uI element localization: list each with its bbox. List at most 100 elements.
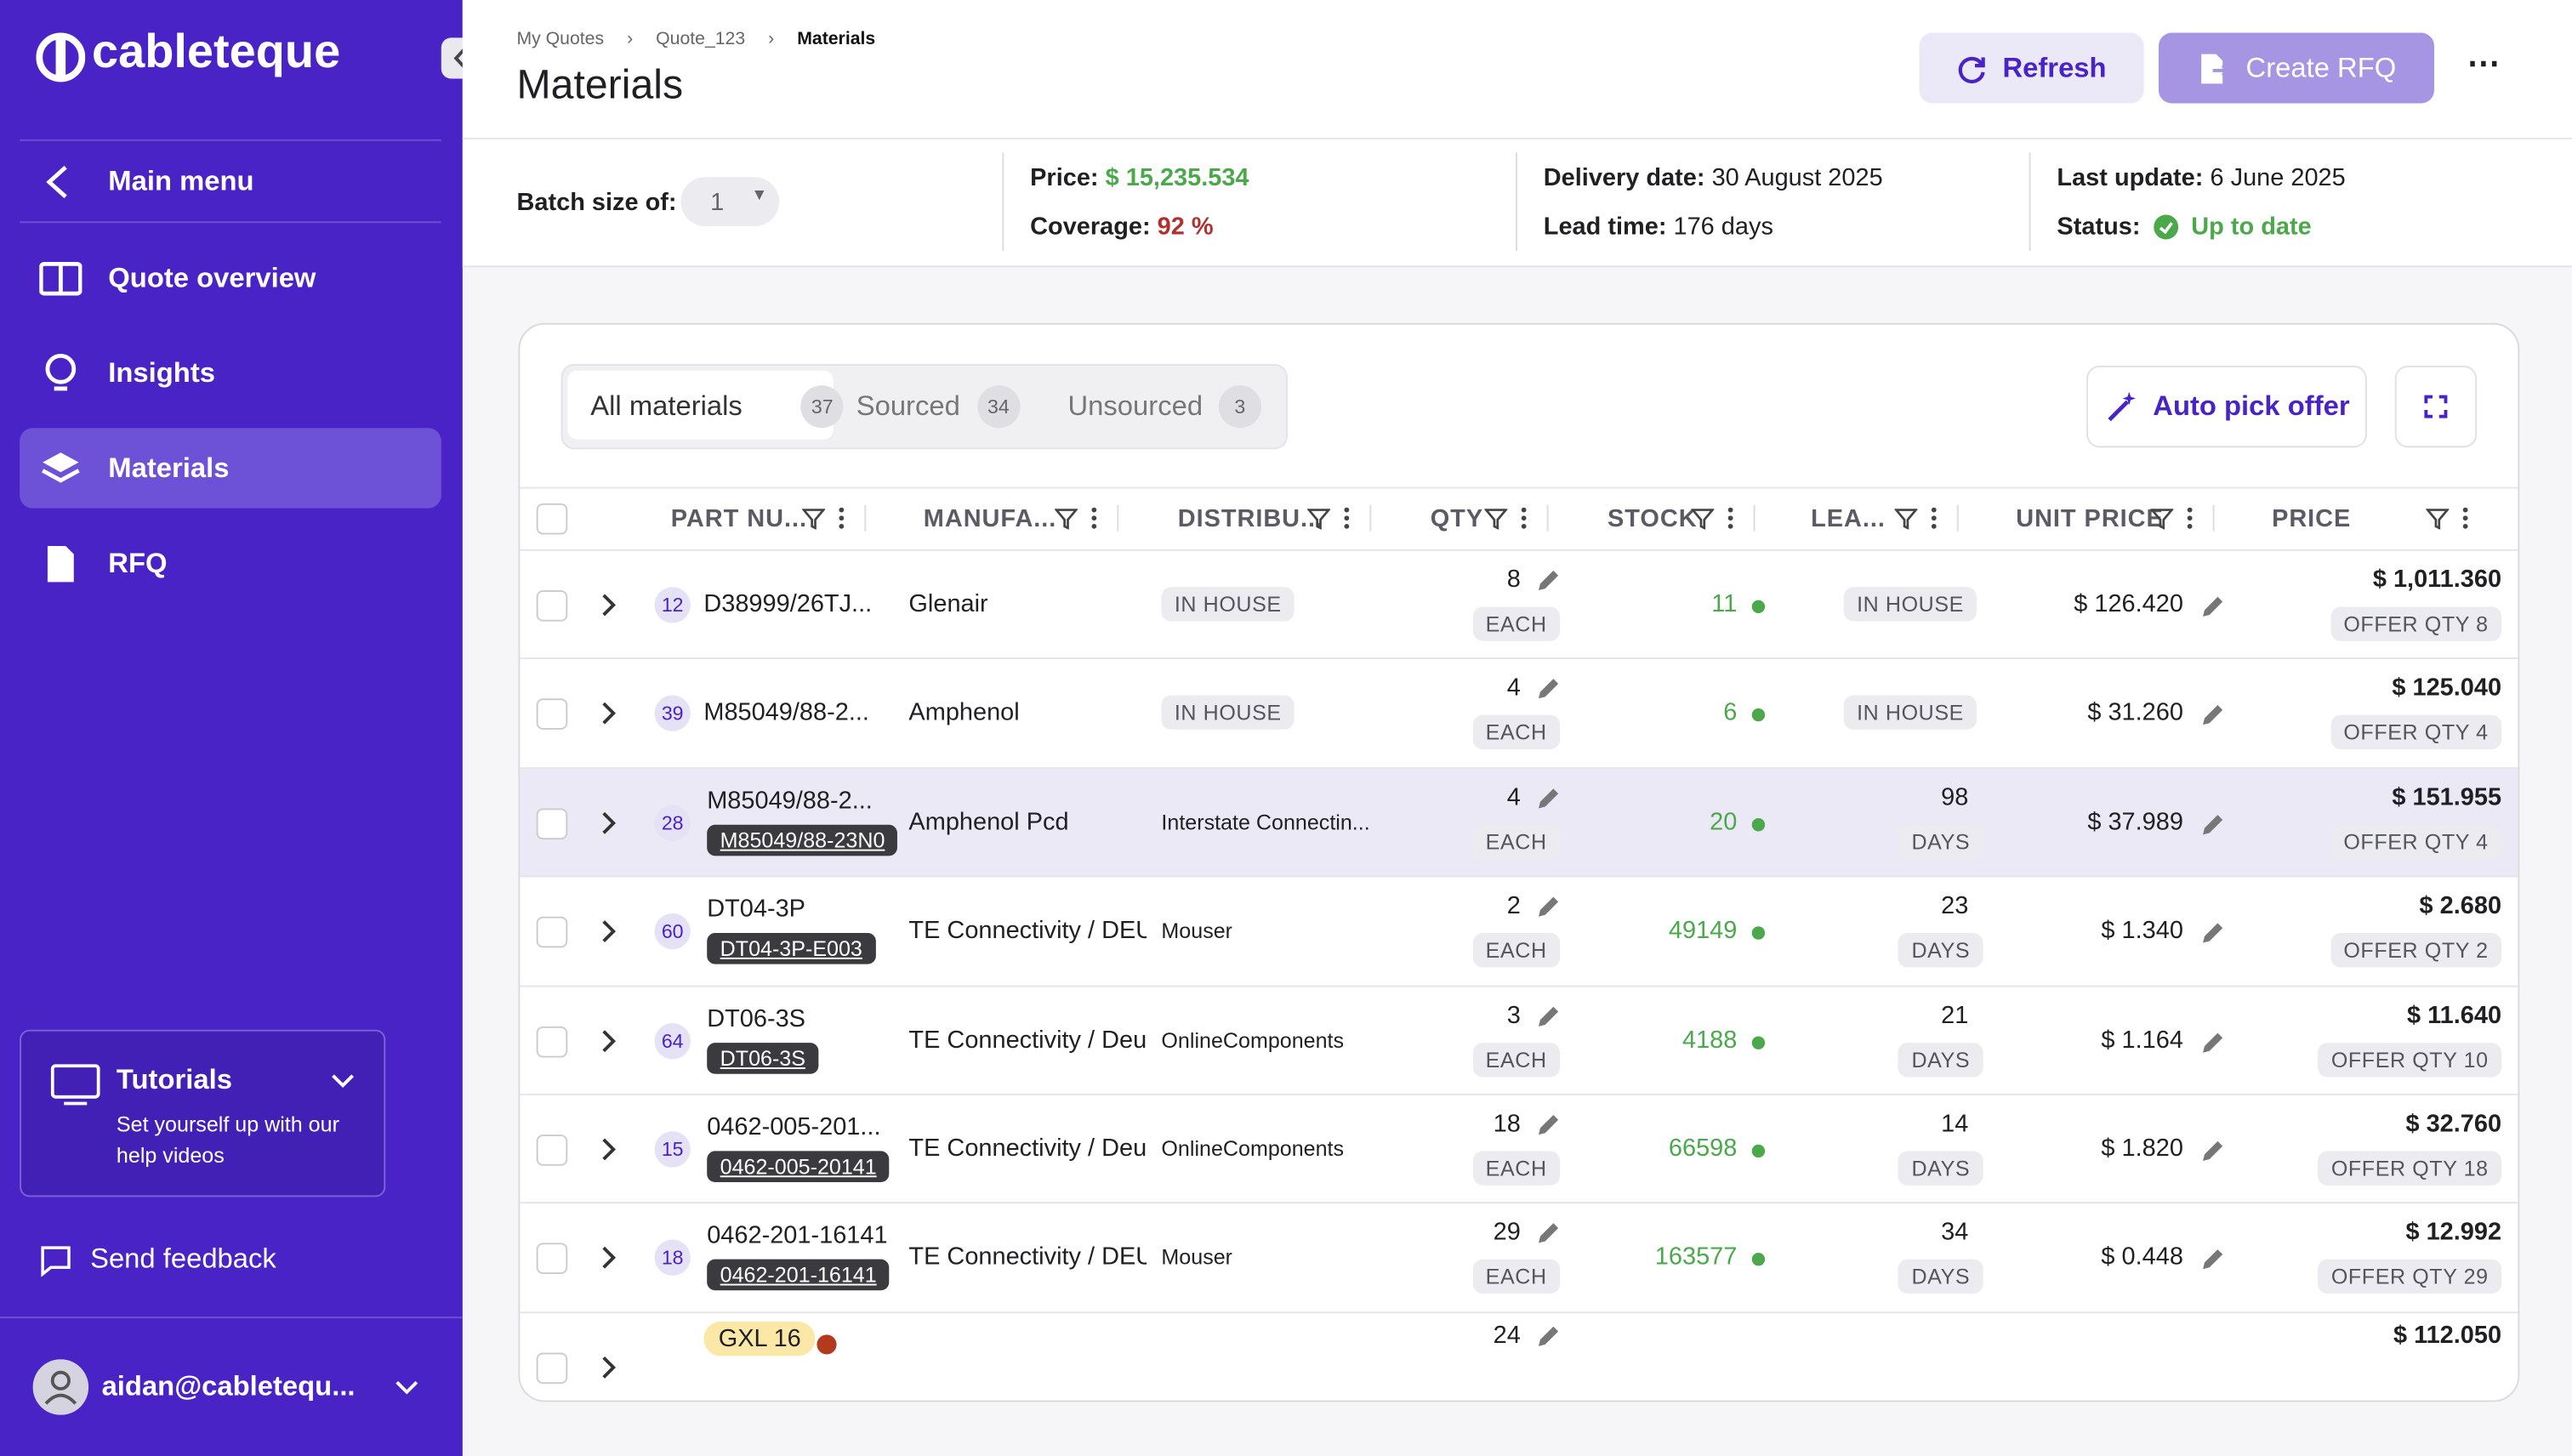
price: $ 12.992 bbox=[2405, 1219, 2502, 1247]
create-rfq-button[interactable]: Create RFQ bbox=[2158, 32, 2434, 104]
manufacturer: Glenair bbox=[908, 590, 988, 618]
sidebar: cableteque Main menu Quote overview Insi… bbox=[0, 0, 463, 1456]
nav-label: Insights bbox=[108, 356, 215, 388]
menu-icon bbox=[2187, 507, 2193, 529]
batch-select[interactable]: 1 ▼ bbox=[680, 177, 780, 227]
distributor: Interstate Connectin... bbox=[1161, 810, 1370, 834]
part-link[interactable]: DT06-3S bbox=[707, 1042, 819, 1074]
menu-icon bbox=[1521, 507, 1527, 529]
divider bbox=[20, 139, 441, 141]
feedback[interactable]: Send feedback bbox=[90, 1243, 276, 1275]
checkbox[interactable] bbox=[536, 917, 568, 948]
column-header[interactable]: DISTRIBU... bbox=[1177, 504, 1324, 533]
status: Up to date bbox=[2191, 213, 2312, 242]
row-badge: 12 bbox=[654, 587, 691, 623]
lead-time: 21 bbox=[1941, 1001, 1969, 1029]
qty-unit: EACH bbox=[1472, 1042, 1561, 1077]
column-header[interactable]: UNIT PRICE bbox=[2016, 504, 2164, 533]
lead-unit: DAYS bbox=[1898, 1260, 1983, 1294]
checkbox[interactable] bbox=[536, 1135, 568, 1166]
stock-dot bbox=[1751, 1144, 1766, 1158]
checkbox[interactable] bbox=[536, 503, 568, 535]
table-row[interactable]: 12 D38999/26TJ... Glenair IN HOUSE 8 EACH 11 IN… bbox=[520, 549, 2518, 660]
qty-unit: EACH bbox=[1472, 606, 1561, 641]
column-header[interactable]: PART NU... bbox=[670, 504, 807, 533]
table-row[interactable]: 64 DT06-3S DT06-3S TE Connectivity / Deu Onl… bbox=[520, 984, 2518, 1095]
table-row[interactable]: 18 0462-201-16141 0462-201-16141 TE Connect… bbox=[520, 1202, 2518, 1313]
checkbox[interactable] bbox=[536, 590, 568, 622]
table-row[interactable]: 39 M85049/88-2... Amphenol IN HOUSE 4 EACH 6 IN… bbox=[520, 657, 2518, 769]
edit-icon bbox=[2203, 596, 2223, 617]
nav-item[interactable]: Materials bbox=[20, 428, 441, 509]
qty: 8 bbox=[1506, 566, 1521, 594]
breadcrumb: Materials bbox=[797, 29, 876, 49]
lead-unit: DAYS bbox=[1898, 1151, 1983, 1186]
tab-label[interactable]: Sourced bbox=[856, 390, 960, 422]
checkbox[interactable] bbox=[536, 1352, 568, 1384]
edit-icon bbox=[2203, 1032, 2223, 1052]
menu-icon bbox=[1344, 507, 1350, 529]
lead-time: IN HOUSE bbox=[1843, 587, 1977, 622]
checkbox[interactable] bbox=[536, 808, 568, 839]
part-link[interactable]: M85049/88-23N0 bbox=[707, 824, 898, 856]
table-row[interactable]: GXL 16 24 $ 112.050 bbox=[520, 1311, 2518, 1401]
offer-qty: OFFER QTY 10 bbox=[2318, 1042, 2502, 1077]
filter-icon bbox=[1307, 509, 1331, 530]
coverage: 92 % bbox=[1157, 213, 1214, 242]
checkbox[interactable] bbox=[536, 1243, 568, 1275]
part-number: D38999/26TJ... bbox=[703, 590, 873, 618]
icon bbox=[1958, 55, 1985, 83]
tab-count: 34 bbox=[976, 385, 1020, 429]
nav-item[interactable]: Quote overview bbox=[20, 238, 441, 318]
distributor: IN HOUSE bbox=[1161, 587, 1295, 622]
part-link[interactable]: DT04-3P-E003 bbox=[707, 933, 876, 964]
nav-item[interactable]: Insights bbox=[20, 333, 441, 412]
part-number: M85049/88-2... bbox=[703, 699, 869, 727]
icon bbox=[46, 164, 67, 198]
checkbox[interactable] bbox=[536, 699, 568, 731]
column-header[interactable]: PRICE bbox=[2272, 504, 2352, 533]
part-link[interactable]: 0462-005-20141 bbox=[707, 1151, 891, 1183]
nav-label: RFQ bbox=[108, 546, 168, 578]
table-row[interactable]: 15 0462-005-201... 0462-005-20141 TE Connec… bbox=[520, 1093, 2518, 1204]
breadcrumb[interactable]: My Quotes bbox=[516, 29, 605, 49]
edit-icon bbox=[1538, 1326, 1559, 1346]
icon bbox=[453, 46, 468, 71]
more-button[interactable]: ⋯ bbox=[2467, 45, 2501, 82]
distributor: OnlineComponents bbox=[1161, 1027, 1345, 1052]
label: Lead time: bbox=[1543, 213, 1667, 242]
unit-price: $ 31.260 bbox=[2087, 699, 2183, 727]
part-link[interactable]: 0462-201-16141 bbox=[707, 1260, 891, 1292]
column-header[interactable]: LEA... bbox=[1811, 504, 1886, 533]
auto-pick-button[interactable]: Auto pick offer bbox=[2086, 365, 2367, 448]
unit-price: $ 1.820 bbox=[2101, 1135, 2183, 1163]
stock: 20 bbox=[1710, 808, 1738, 836]
tutorials-card[interactable]: Tutorials Set yourself up with our help … bbox=[20, 1029, 386, 1197]
breadcrumb[interactable]: Quote_123 bbox=[656, 29, 746, 49]
nav-item[interactable]: Main menu bbox=[20, 141, 441, 221]
offer-qty: OFFER QTY 4 bbox=[2330, 715, 2502, 750]
table-row[interactable]: 60 DT04-3P DT04-3P-E003 TE Connectivity / D… bbox=[520, 875, 2518, 987]
separator: › bbox=[627, 29, 634, 49]
tab-label[interactable]: Unsourced bbox=[1067, 390, 1203, 422]
menu-icon bbox=[1091, 507, 1097, 529]
edit-icon bbox=[1538, 1114, 1559, 1135]
column-header[interactable]: MANUFA... bbox=[923, 504, 1057, 533]
offer-qty: OFFER QTY 18 bbox=[2318, 1151, 2502, 1186]
tab-label[interactable]: All materials bbox=[590, 390, 743, 422]
checkbox[interactable] bbox=[536, 1026, 568, 1057]
nav-item[interactable]: RFQ bbox=[20, 523, 441, 603]
label: Batch size of: bbox=[516, 188, 677, 217]
column-header[interactable]: STOCK bbox=[1607, 504, 1698, 533]
fullscreen-button[interactable] bbox=[2394, 365, 2478, 448]
column-header[interactable]: QTY bbox=[1430, 504, 1484, 533]
user[interactable]: aidan@cabletequ... bbox=[101, 1370, 356, 1402]
table-row[interactable]: 28 M85049/88-2... M85049/88-23N0 Amphenol P… bbox=[520, 766, 2518, 878]
icon bbox=[2107, 391, 2136, 422]
divider bbox=[0, 1317, 463, 1319]
refresh-button[interactable]: Refresh bbox=[1919, 32, 2144, 104]
lead-unit: DAYS bbox=[1898, 824, 1983, 859]
price: $ 11.640 bbox=[2407, 1001, 2502, 1029]
qty-unit: EACH bbox=[1472, 824, 1561, 859]
